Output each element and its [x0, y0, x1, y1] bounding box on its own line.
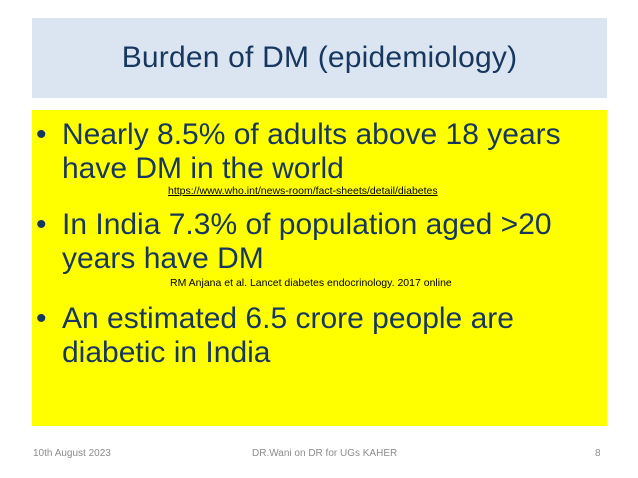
slide-title: Burden of DM (epidemiology)	[121, 41, 518, 74]
bullet-marker: •	[36, 302, 47, 335]
bullet-1-text: Nearly 8.5% of adults above 18 years hav…	[62, 118, 561, 185]
footer-page-number: 8	[595, 448, 601, 459]
who-link[interactable]: https://www.who.int/news-room/fact-sheet…	[168, 185, 438, 197]
bullet-marker: •	[36, 118, 47, 151]
bullet-3-text: An estimated 6.5 crore people are diabet…	[62, 302, 514, 369]
bullet-2-citation: RM Anjana et al. Lancet diabetes endocri…	[170, 277, 452, 289]
bullet-marker: •	[36, 208, 47, 241]
footer-date: 10th August 2023	[33, 448, 111, 459]
title-box: Burden of DM (epidemiology)	[32, 18, 607, 98]
bullet-1-citation: https://www.who.int/news-room/fact-sheet…	[168, 185, 438, 197]
bullet-2-text: In India 7.3% of population aged >20 yea…	[62, 208, 552, 275]
footer-presenter: DR.Wani on DR for UGs KAHER	[252, 448, 398, 459]
content-box: • Nearly 8.5% of adults above 18 years h…	[32, 110, 607, 426]
